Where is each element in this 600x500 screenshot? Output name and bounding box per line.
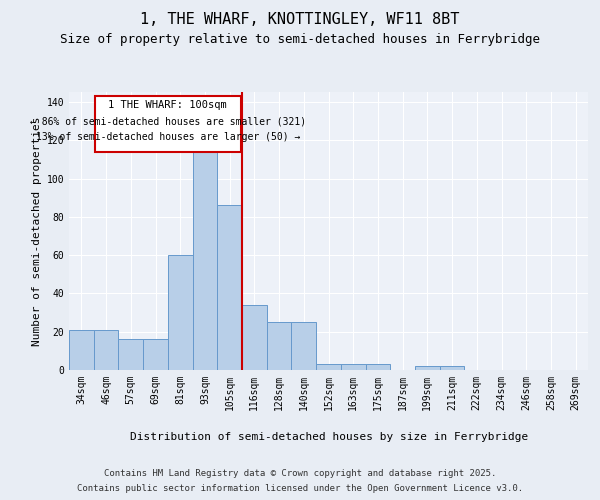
Text: Contains HM Land Registry data © Crown copyright and database right 2025.: Contains HM Land Registry data © Crown c… (104, 469, 496, 478)
Bar (94, 330, 118, 370)
Bar (316, 364, 341, 370)
Bar (143, 340, 168, 370)
Bar (341, 364, 365, 370)
Bar (168, 255, 193, 370)
Bar (69, 330, 94, 370)
Text: Distribution of semi-detached houses by size in Ferrybridge: Distribution of semi-detached houses by … (130, 432, 528, 442)
Text: 1, THE WHARF, KNOTTINGLEY, WF11 8BT: 1, THE WHARF, KNOTTINGLEY, WF11 8BT (140, 12, 460, 28)
Bar (292, 322, 316, 370)
Bar (242, 305, 267, 370)
Text: Contains public sector information licensed under the Open Government Licence v3: Contains public sector information licen… (77, 484, 523, 493)
Text: Size of property relative to semi-detached houses in Ferrybridge: Size of property relative to semi-detach… (60, 32, 540, 46)
Bar (415, 366, 440, 370)
Bar (365, 364, 390, 370)
FancyBboxPatch shape (95, 96, 241, 152)
Bar (440, 366, 464, 370)
Text: 1 THE WHARF: 100sqm: 1 THE WHARF: 100sqm (109, 100, 227, 110)
Bar (217, 206, 242, 370)
Text: 13% of semi-detached houses are larger (50) →: 13% of semi-detached houses are larger (… (35, 132, 300, 142)
Bar (267, 322, 292, 370)
Bar (193, 144, 217, 370)
Y-axis label: Number of semi-detached properties: Number of semi-detached properties (32, 116, 43, 346)
Text: ← 86% of semi-detached houses are smaller (321): ← 86% of semi-detached houses are smalle… (30, 116, 306, 126)
Bar (118, 340, 143, 370)
